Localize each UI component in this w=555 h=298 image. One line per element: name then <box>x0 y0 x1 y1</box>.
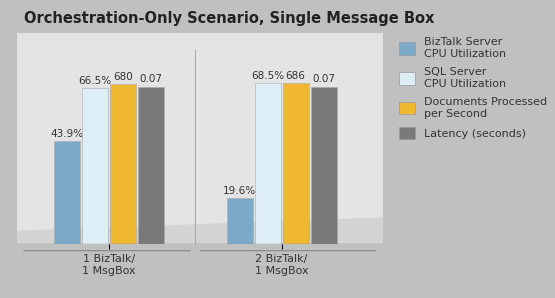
Bar <box>282 83 309 244</box>
Text: 43.9%: 43.9% <box>51 129 84 139</box>
Text: 19.6%: 19.6% <box>223 186 256 196</box>
Bar <box>227 198 253 244</box>
Legend: BizTalk Server
CPU Utilization, SQL Server
CPU Utilization, Documents Processed
: BizTalk Server CPU Utilization, SQL Serv… <box>396 34 550 143</box>
Text: 680: 680 <box>113 72 133 82</box>
Bar <box>311 87 337 244</box>
Bar <box>138 87 164 244</box>
Text: Orchestration-Only Scenario, Single Message Box: Orchestration-Only Scenario, Single Mess… <box>24 11 435 26</box>
Bar <box>110 85 136 244</box>
Text: 68.5%: 68.5% <box>251 71 284 81</box>
Bar <box>255 83 281 244</box>
Text: 686: 686 <box>286 71 306 81</box>
Bar <box>54 141 80 244</box>
Text: 66.5%: 66.5% <box>79 76 112 86</box>
Bar <box>82 88 108 244</box>
Text: 0.07: 0.07 <box>140 74 163 85</box>
Text: 0.07: 0.07 <box>312 74 335 85</box>
